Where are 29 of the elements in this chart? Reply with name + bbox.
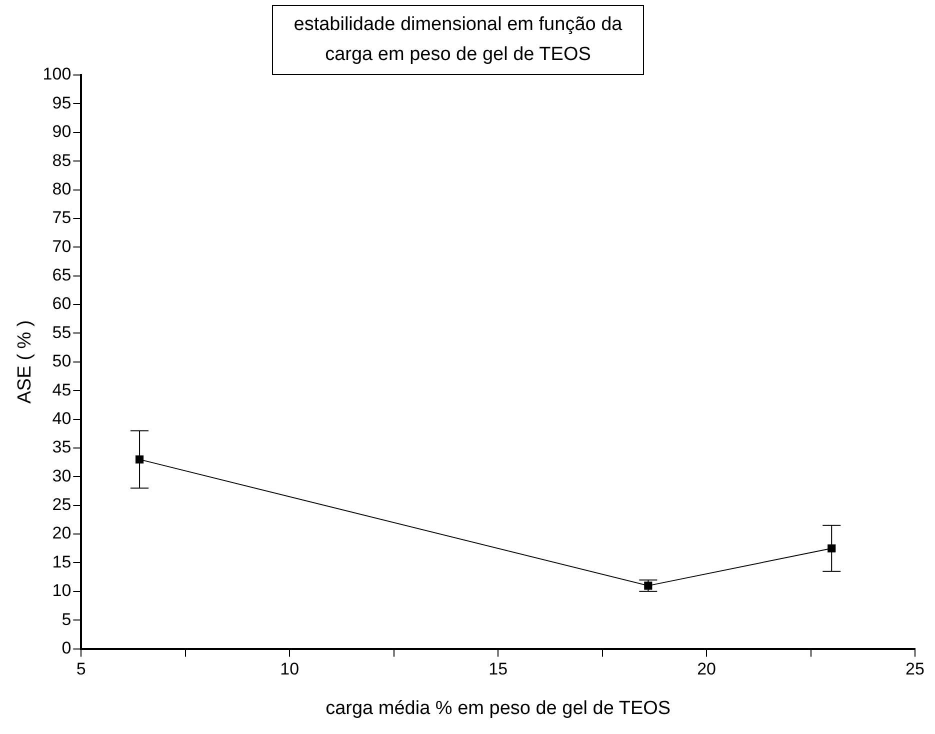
y-tick-label: 5 — [62, 610, 72, 629]
x-tick-label: 15 — [488, 660, 508, 679]
x-tick-label: 5 — [76, 660, 86, 679]
y-tick-label: 95 — [52, 93, 72, 112]
x-tick-label: 25 — [906, 660, 924, 679]
y-tick-label: 45 — [52, 380, 72, 400]
y-tick-label: 0 — [62, 638, 72, 658]
x-tick-label: 20 — [697, 660, 716, 679]
y-tick-label: 35 — [52, 438, 72, 457]
chart-title: estabilidade dimensional em função da carga em peso de gel de TEOS — [272, 5, 644, 75]
x-axis-title: carga média % em peso de gel de TEOS — [326, 698, 671, 719]
y-tick-label: 30 — [52, 466, 72, 486]
y-tick-label: 10 — [52, 581, 72, 600]
y-tick-label: 85 — [52, 150, 72, 170]
y-tick-label: 75 — [52, 208, 72, 228]
y-tick-label: 100 — [42, 64, 72, 84]
y-tick-label: 90 — [52, 122, 72, 142]
y-tick-label: 20 — [52, 524, 72, 543]
x-tick-label: 10 — [280, 660, 300, 679]
y-tick-label: 40 — [52, 408, 72, 428]
y-tick-label: 70 — [52, 236, 72, 256]
y-tick-label: 55 — [52, 322, 72, 342]
y-tick-label: 25 — [52, 495, 72, 514]
y-tick-label: 80 — [52, 179, 72, 198]
y-tick-label: 50 — [52, 352, 72, 371]
y-axis-title: ASE ( % ) — [14, 320, 36, 404]
y-tick-label: 15 — [52, 552, 72, 572]
y-tick-label: 60 — [52, 294, 72, 314]
y-tick-label: 65 — [52, 266, 72, 285]
